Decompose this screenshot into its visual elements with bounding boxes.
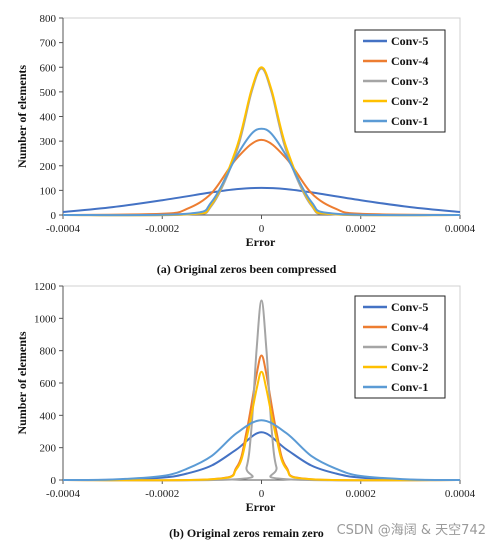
y-tick-label: 300 (40, 136, 57, 148)
x-tick-label: 0.0004 (445, 488, 476, 500)
legend-label: Conv-2 (391, 360, 428, 374)
legend-label: Conv-3 (391, 340, 428, 354)
series-line-conv-3 (62, 299, 461, 482)
watermark: CSDN @海阔 & 天空742 (336, 523, 486, 538)
x-axis-title: Error (246, 500, 276, 514)
x-axis-title: Error (246, 235, 276, 249)
chart-caption: (a) Original zeros been compressed (157, 262, 337, 276)
y-axis-title: Number of elements (15, 65, 29, 168)
x-tick-label: -0.0002 (145, 488, 179, 500)
x-tick-label: 0.0004 (445, 223, 476, 235)
y-tick-label: 400 (40, 112, 57, 124)
chart-b: 0 200 400 600 800 1000 1200 -0.0004 -0.0002 0 0.00… (15, 281, 476, 540)
series-line-conv-5 (62, 186, 461, 213)
x-tick-label: -0.0004 (46, 223, 80, 235)
x-tick-label: 0.0002 (346, 488, 376, 500)
legend-label: Conv-3 (391, 74, 428, 88)
legend-label: Conv-1 (391, 114, 428, 128)
series-line-conv-1 (62, 419, 461, 481)
y-tick-label: 700 (40, 38, 57, 50)
legend-label: Conv-4 (391, 320, 428, 334)
y-tick-label: 800 (40, 13, 57, 25)
y-tick-label: 200 (40, 443, 57, 455)
y-tick-label: 500 (40, 87, 57, 99)
y-tick-label: 400 (40, 410, 57, 422)
legend-label: Conv-1 (391, 380, 428, 394)
y-tick-label: 100 (40, 185, 57, 197)
y-tick-label: 0 (51, 210, 57, 222)
y-tick-label: 600 (40, 378, 57, 390)
x-tick-label: 0 (259, 223, 265, 235)
series-line-conv-4 (62, 138, 461, 216)
y-tick-label: 600 (40, 62, 57, 74)
legend-label: Conv-4 (391, 54, 428, 68)
chart-a: 0 100 200 300 400 500 600 700 800 -0.0004 -0.0002 0… (15, 13, 476, 276)
x-tick-label: 0.0002 (346, 223, 376, 235)
legend-label: Conv-5 (391, 34, 428, 48)
x-tick-label: -0.0004 (46, 488, 80, 500)
y-tick-label: 800 (40, 346, 57, 358)
legend-label: Conv-2 (391, 94, 428, 108)
y-axis-title: Number of elements (15, 331, 29, 434)
y-tick-label: 200 (40, 161, 57, 173)
series-line-conv-1 (62, 127, 461, 217)
series-line-conv-5 (62, 431, 461, 481)
series-line-conv-2 (62, 370, 461, 482)
y-tick-label: 0 (51, 475, 57, 487)
x-tick-label: -0.0002 (145, 223, 179, 235)
y-tick-label: 1200 (34, 281, 57, 293)
chart-caption: (b) Original zeros remain zero (169, 526, 324, 540)
series-line-conv-2 (62, 66, 461, 217)
legend-label: Conv-5 (391, 300, 428, 314)
x-tick-label: 0 (259, 488, 265, 500)
y-tick-label: 1000 (34, 313, 57, 325)
